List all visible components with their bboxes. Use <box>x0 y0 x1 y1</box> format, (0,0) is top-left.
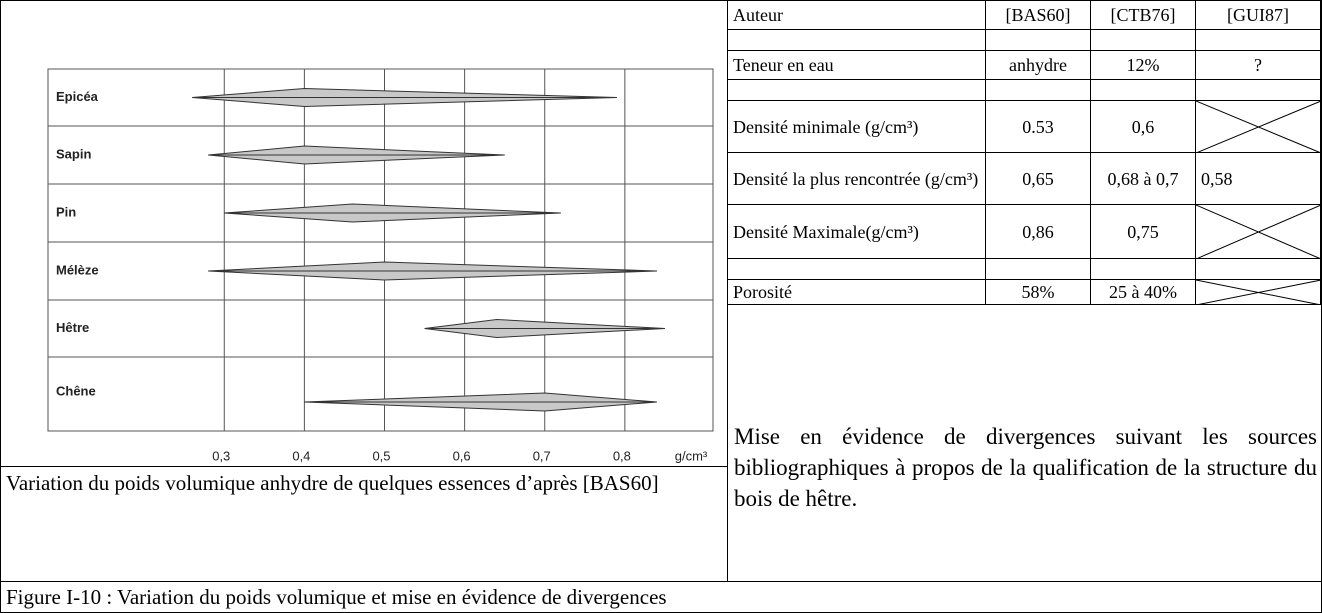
divider <box>1 1 728 466</box>
category-label: Pin <box>56 204 76 219</box>
x-tick-label: 0,5 <box>372 448 390 463</box>
x-axis-unit: g/cm³ <box>675 448 708 463</box>
cross <box>1196 204 1320 259</box>
table-cell: 0,6 <box>1091 101 1196 153</box>
note: Mise en évidence de divergences suivant … <box>734 424 1317 511</box>
table-cell: Porosité <box>728 280 986 305</box>
figure-caption: Figure I-10 : Variation du poids volumiq… <box>1 581 1321 612</box>
category-label: Mélèze <box>56 262 99 277</box>
empty-cell <box>1091 80 1196 101</box>
category-label: Sapin <box>56 146 91 161</box>
empty-cell <box>1196 80 1321 101</box>
empty-cell <box>986 259 1091 280</box>
header-cell: [BAS60] <box>986 1 1091 30</box>
header-cell: Auteur <box>728 1 986 30</box>
table-cell: Densité minimale (g/cm³) <box>728 101 986 153</box>
x-tick-label: 0,8 <box>613 448 631 463</box>
table-cell: 0,68 à 0,7 <box>1091 153 1196 205</box>
table-cell: 0,86 <box>986 205 1091 259</box>
header-cell: [CTB76] <box>1091 1 1196 30</box>
empty-cell <box>1196 259 1321 280</box>
table-cell: Densité Maximale(g/cm³) <box>728 205 986 259</box>
x-tick-label: 0,6 <box>453 448 471 463</box>
empty-cell <box>728 80 986 101</box>
crossed-cell <box>1196 100 1321 153</box>
table-cell: 25 à 40% <box>1091 280 1196 305</box>
table-cell: 58% <box>986 280 1091 305</box>
table-cell: 0.53 <box>986 101 1091 153</box>
table-cell: anhydre <box>986 51 1091 80</box>
empty-cell <box>1196 30 1321 51</box>
chart-caption: Variation du poids volumique anhydre de … <box>1 466 728 581</box>
category-label: Hêtre <box>56 320 89 335</box>
plot-frame <box>47 68 714 432</box>
empty-cell <box>986 30 1091 51</box>
x-tick-label: 0,3 <box>212 448 230 463</box>
header-cell: [GUI87] <box>1196 1 1321 30</box>
category-label: Chêne <box>56 383 96 398</box>
crossed-cell <box>1196 204 1321 259</box>
table-cell: ? <box>1196 51 1321 80</box>
x-tick-label: 0,4 <box>292 448 310 463</box>
table: Auteur [BAS60] [CTB76] [GUI87] Teneur en eau… <box>728 1 1321 305</box>
empty-cell <box>986 80 1091 101</box>
x-tick-label: 0,7 <box>533 448 551 463</box>
empty-cell <box>1091 259 1196 280</box>
table-cell: 0,75 <box>1091 205 1196 259</box>
empty-cell <box>728 259 986 280</box>
category-label: Epicéa <box>56 89 99 104</box>
cross <box>1196 279 1320 305</box>
empty-cell <box>1091 30 1196 51</box>
table-cell: Teneur en eau <box>728 51 986 80</box>
table-cell: 0,58 <box>1196 153 1321 205</box>
table-cell: Densité la plus rencontrée (g/cm³) <box>728 153 986 205</box>
table-cell: 12% <box>1091 51 1196 80</box>
empty-cell <box>728 30 986 51</box>
cross <box>1196 100 1320 153</box>
crossed-cell <box>1196 279 1321 305</box>
chart: 0,3 0,4 0,5 0,6 0,7 0,8 g/cm³ Epicéa Sapin Pin Mél… <box>47 68 714 463</box>
table-cell: 0,65 <box>986 153 1091 205</box>
